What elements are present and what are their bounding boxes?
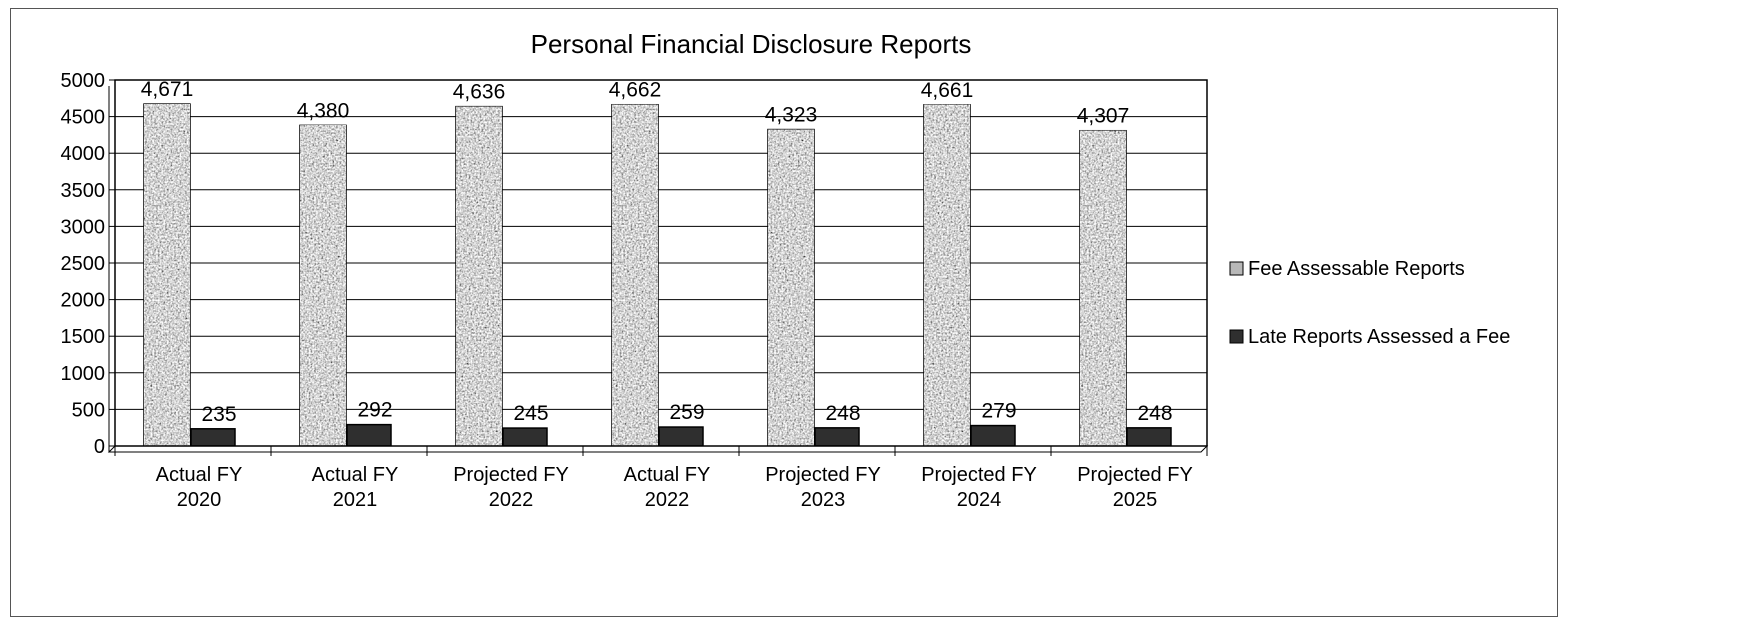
y-tick-label: 3000 <box>61 216 106 238</box>
y-tick-label: 1500 <box>61 326 106 348</box>
legend-swatch-fee-assessable <box>1230 262 1243 275</box>
x-tick-label: 2024 <box>957 489 1002 511</box>
bar-texture <box>144 104 190 446</box>
gridlines <box>115 80 1207 409</box>
y-tick-label: 4000 <box>61 143 106 165</box>
x-tick-label: Projected FY <box>1077 464 1193 486</box>
x-tick-label: 2022 <box>489 489 534 511</box>
y-tick-label: 0 <box>94 436 105 458</box>
y-tick-label: 2000 <box>61 290 106 312</box>
data-label: 235 <box>201 403 236 426</box>
bar-late-reports <box>347 425 391 446</box>
chart-title: Personal Financial Disclosure Reports <box>531 29 972 59</box>
legend-label-late-reports: Late Reports Assessed a Fee <box>1248 326 1510 348</box>
x-tick-label: 2025 <box>1113 489 1158 511</box>
bar-texture <box>456 107 502 446</box>
data-label: 4,661 <box>921 79 974 102</box>
x-tick-label: Actual FY <box>156 464 243 486</box>
bar-late-reports <box>191 429 235 446</box>
y-tick-label: 500 <box>72 399 105 421</box>
bar-late-reports <box>503 428 547 446</box>
bar-late-reports <box>971 426 1015 446</box>
x-tick-label: Projected FY <box>921 464 1037 486</box>
bar-late-reports <box>1127 428 1171 446</box>
data-label: 4,671 <box>141 78 194 101</box>
y-tick-label: 5000 <box>61 70 106 92</box>
x-tick-label: Actual FY <box>312 464 399 486</box>
data-label: 248 <box>1137 402 1172 425</box>
bar-late-reports <box>815 428 859 446</box>
legend-label-fee-assessable: Fee Assessable Reports <box>1248 258 1465 280</box>
x-tick-label: 2021 <box>333 489 378 511</box>
y-tick-label: 2500 <box>61 253 106 275</box>
bar-texture <box>924 105 970 446</box>
x-tick-label: 2020 <box>177 489 222 511</box>
data-label: 4,380 <box>297 99 350 122</box>
chart-frame: Personal Financial Disclosure Reports 0 5… <box>10 8 1558 617</box>
data-label: 292 <box>357 399 392 422</box>
bar-texture <box>1080 131 1126 446</box>
data-label: 4,307 <box>1077 105 1130 128</box>
data-label: 4,323 <box>765 104 818 127</box>
data-label: 279 <box>981 400 1016 423</box>
x-tick-label: 2023 <box>801 489 846 511</box>
chart-svg: Personal Financial Disclosure Reports 0 5… <box>11 9 1559 618</box>
data-label: 248 <box>825 402 860 425</box>
bar-texture <box>612 105 658 446</box>
bar-texture <box>768 130 814 446</box>
x-tick-label: 2022 <box>645 489 690 511</box>
legend-swatch-late-reports <box>1230 330 1243 343</box>
x-tick-label: Actual FY <box>624 464 711 486</box>
data-label: 4,662 <box>609 79 662 102</box>
data-label: 259 <box>669 401 704 424</box>
floor <box>109 446 1207 452</box>
data-label: 4,636 <box>453 81 506 104</box>
bar-texture <box>300 125 346 446</box>
bar-late-reports <box>659 427 703 446</box>
x-tick-label: Projected FY <box>453 464 569 486</box>
y-tick-label: 3500 <box>61 180 106 202</box>
data-label: 245 <box>513 402 548 425</box>
y-tick-label: 1000 <box>61 363 106 385</box>
legend: Fee Assessable Reports Late Reports Asses… <box>1230 258 1510 348</box>
bars <box>144 104 1171 446</box>
y-tick-label: 4500 <box>61 107 106 129</box>
x-tick-label: Projected FY <box>765 464 881 486</box>
